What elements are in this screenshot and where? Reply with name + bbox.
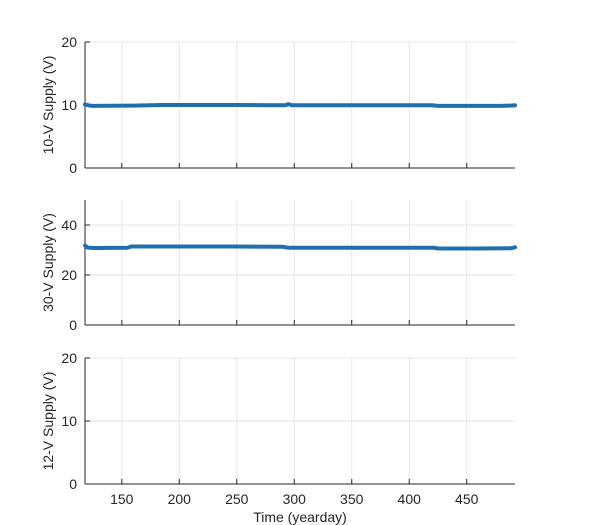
x-tick-label: 350 [340,491,364,507]
y-tick-label: 10 [61,97,77,113]
y-tick-label: 20 [61,350,77,366]
panel-10v-supply: 0 10 20 10-V Supply (V) [40,34,517,176]
y-tick-label: 0 [69,317,77,333]
x-axis-label: Time (yearday) [253,509,347,525]
panel-30v-supply: 0 20 40 30-V Supply (V) [40,200,517,333]
x-tick-label: 450 [455,491,479,507]
x-tick-label: 300 [283,491,307,507]
y-tick-label: 40 [61,217,77,233]
y-tick-label: 20 [61,267,77,283]
y-axis-label: 30-V Supply (V) [40,213,56,312]
x-tick-label: 150 [110,491,134,507]
y-axis-label: 10-V Supply (V) [40,56,56,155]
series-line [83,102,517,108]
x-tick-label: 200 [168,491,192,507]
y-axis-label: 12-V Supply (V) [40,372,56,471]
y-tick-label: 0 [69,160,77,176]
panel-12v-supply: 0 10 20 150 200 250 300 350 400 450 12-V Supply (V… [40,350,515,525]
y-tick-label: 20 [61,34,77,50]
y-tick-label: 10 [61,413,77,429]
y-tick-label: 0 [69,476,77,492]
x-tick-label: 400 [398,491,422,507]
series-line [83,243,517,251]
x-tick-label: 250 [225,491,249,507]
